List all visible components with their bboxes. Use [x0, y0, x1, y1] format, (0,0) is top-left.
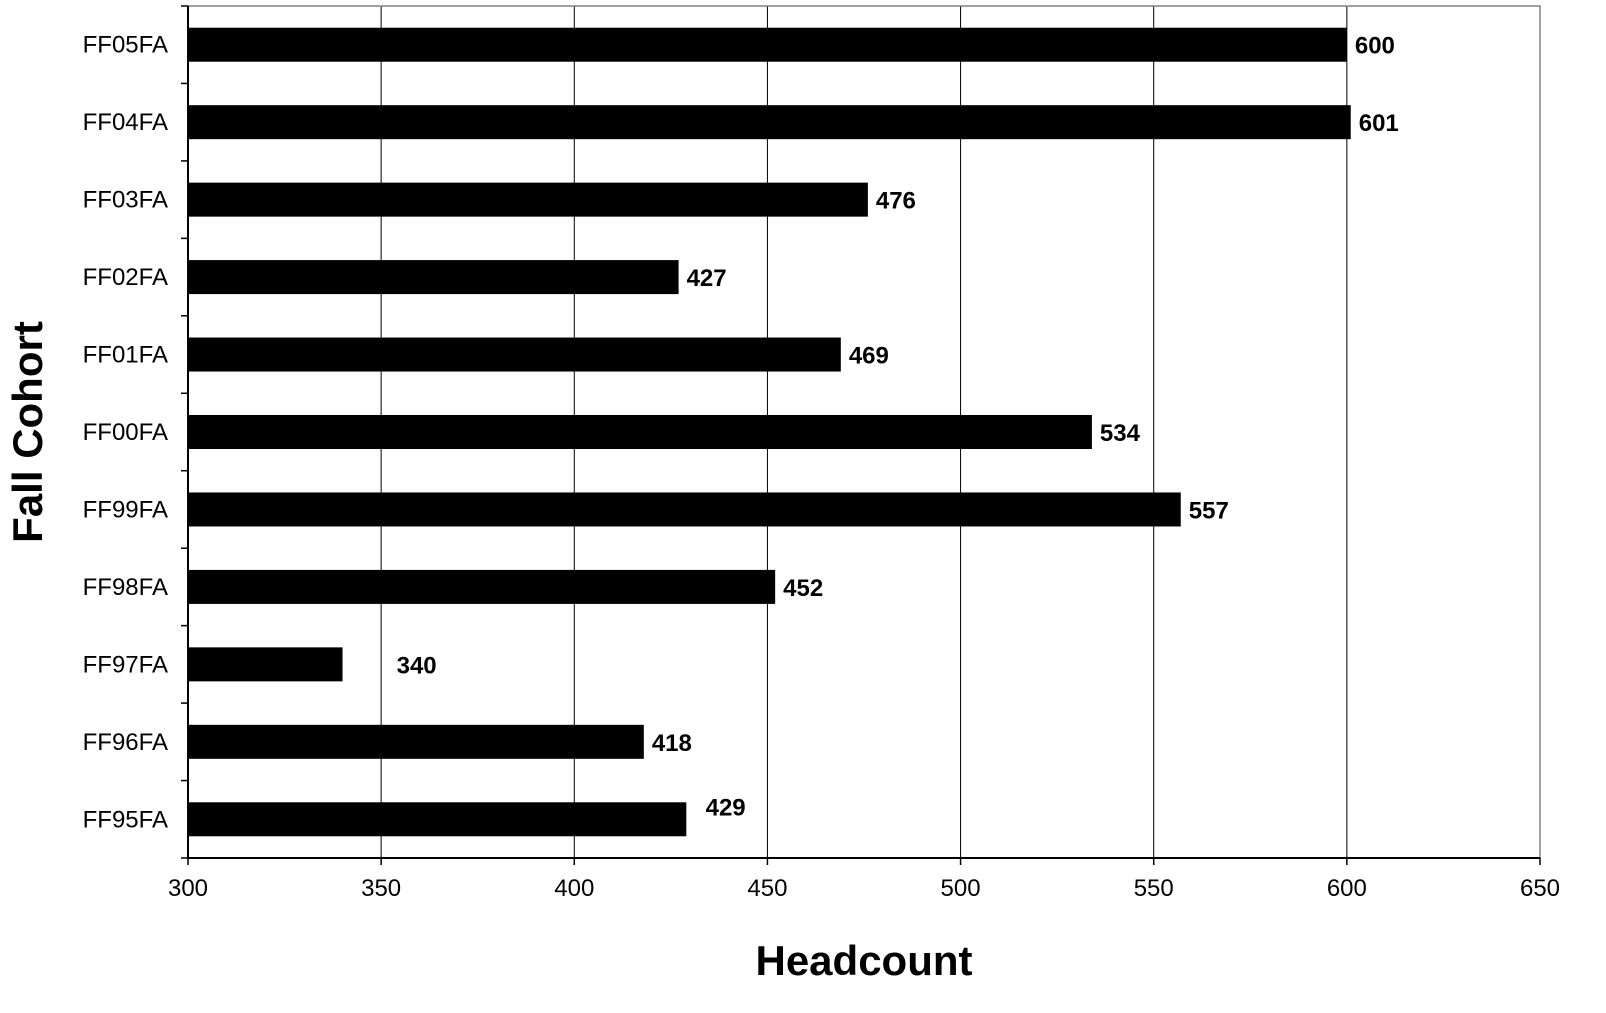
category-label: FF95FA [83, 806, 168, 833]
bar [188, 647, 343, 682]
bar [188, 260, 679, 295]
category-label: FF01FA [83, 342, 168, 369]
bar [188, 27, 1347, 62]
category-label: FF99FA [83, 496, 168, 523]
data-label: 340 [397, 652, 437, 679]
x-tick-label: 450 [747, 875, 787, 902]
bar [188, 415, 1092, 449]
bar [188, 724, 644, 759]
category-label: FF96FA [83, 729, 168, 756]
x-tick-label: 600 [1327, 875, 1367, 902]
data-label: 601 [1359, 110, 1399, 137]
bars [188, 27, 1351, 837]
data-label: 452 [783, 575, 823, 602]
labels: 300 350 400 450 500 550 600 650 FF05FA 600 FF04FA 6… [83, 32, 1560, 902]
bar [188, 569, 776, 604]
x-tick-label: 650 [1520, 875, 1560, 902]
category-label: FF97FA [83, 651, 168, 678]
axes [181, 5, 1541, 865]
x-tick-label: 350 [361, 875, 401, 902]
data-label: 476 [876, 188, 916, 215]
x-tick-label: 500 [941, 875, 981, 902]
data-label: 427 [687, 265, 727, 292]
data-label: 418 [652, 730, 692, 757]
category-label: FF00FA [83, 419, 168, 446]
x-tick-label: 400 [554, 875, 594, 902]
bar [188, 492, 1181, 527]
bar [188, 182, 868, 217]
data-label: 600 [1355, 33, 1395, 60]
x-tick-label: 550 [1134, 875, 1174, 902]
bar [188, 337, 841, 372]
x-axis-title: Headcount [755, 937, 972, 984]
category-label: FF04FA [83, 109, 168, 136]
data-label: 557 [1189, 497, 1229, 524]
category-label: FF03FA [83, 187, 168, 214]
category-label: FF98FA [83, 574, 168, 601]
y-axis-title: Fall Cohort [4, 321, 51, 543]
data-label: 429 [706, 794, 746, 821]
x-tick-label: 300 [168, 875, 208, 902]
bar [188, 802, 687, 837]
data-label: 469 [849, 343, 889, 370]
category-label: FF02FA [83, 264, 168, 291]
category-label: FF05FA [83, 32, 168, 59]
data-label: 534 [1100, 420, 1141, 447]
bar [188, 105, 1351, 140]
